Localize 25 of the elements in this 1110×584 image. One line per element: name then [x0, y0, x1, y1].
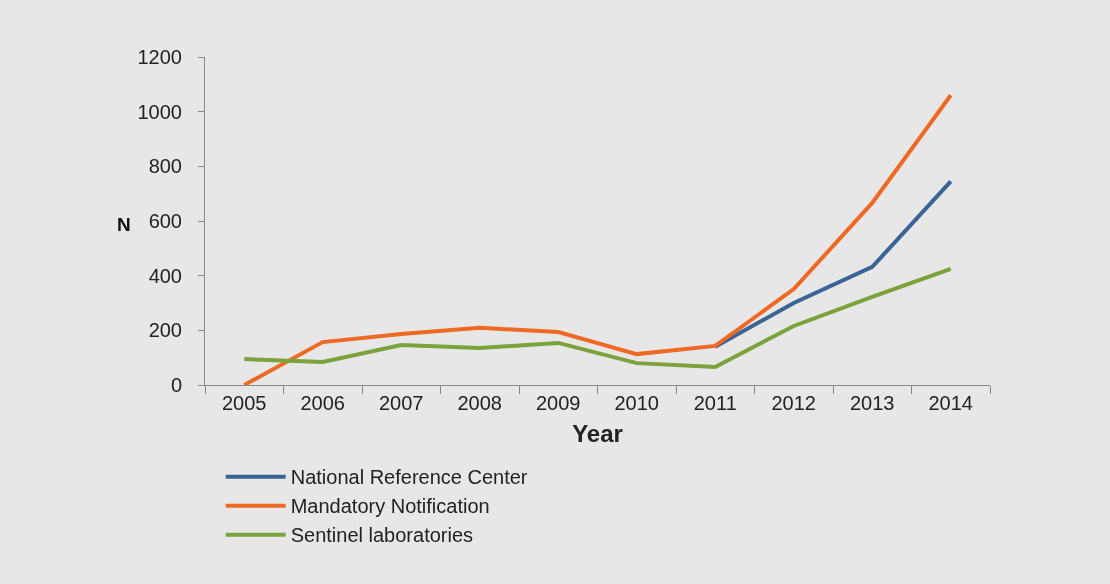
y-tick-label: 200 — [148, 319, 182, 342]
y-tick-label: 1000 — [137, 100, 182, 123]
x-tick-label: 2012 — [771, 392, 816, 414]
legend-label: Sentinel laboratories — [290, 524, 474, 547]
legend-label: National Reference Center — [290, 466, 528, 489]
x-tick-label: 2007 — [379, 392, 424, 414]
y-tick-label: 600 — [148, 210, 182, 232]
x-tick-label: 2005 — [222, 392, 267, 414]
line-series — [242, 266, 953, 369]
x-tick-label: 2010 — [614, 392, 659, 414]
y-tick-label: 1200 — [137, 46, 182, 68]
x-tick-label: 2014 — [928, 392, 973, 414]
y-axis-title: N — [117, 214, 131, 235]
y-tick-label: 800 — [148, 155, 182, 178]
x-tick-label: 2008 — [457, 392, 502, 414]
x-tick-label: 2013 — [850, 392, 895, 414]
y-tick-label: 0 — [170, 374, 182, 396]
line-series — [713, 179, 953, 349]
legend-label: Mandatory Notification — [290, 495, 490, 518]
x-tick-label: 2009 — [536, 392, 581, 414]
x-tick-label: 2011 — [693, 392, 737, 414]
line-series — [242, 93, 953, 385]
x-axis-title: Year — [572, 420, 623, 448]
x-tick-label: 2006 — [300, 392, 345, 414]
y-tick-label: 400 — [148, 264, 182, 287]
